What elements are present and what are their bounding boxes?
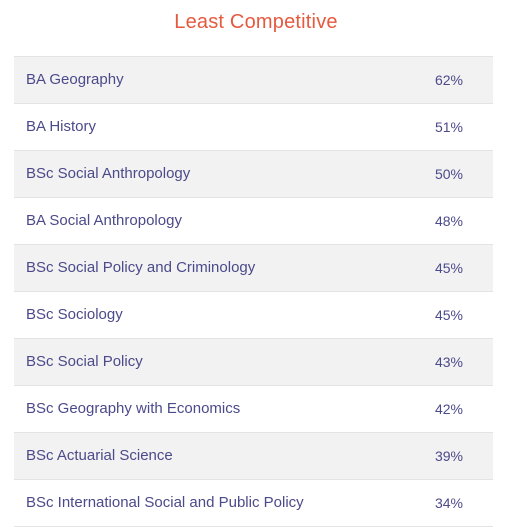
course-percent: 48% <box>434 213 463 229</box>
table-row: BSc Actuarial Science 39% <box>14 433 493 480</box>
course-percent: 45% <box>434 307 463 323</box>
course-percent: 51% <box>434 119 463 135</box>
course-percent: 62% <box>434 72 463 88</box>
course-name: BA History <box>26 118 97 135</box>
table-row: BA History 51% <box>14 104 493 151</box>
page-title: Least Competitive <box>174 11 338 33</box>
table-row: BSc International Social and Public Poli… <box>14 480 493 527</box>
table-row: BSc Social Anthropology 50% <box>14 151 493 198</box>
course-name: BSc Social Anthropology <box>26 165 191 182</box>
course-name: BSc Geography with Economics <box>26 400 241 417</box>
table-row: BSc Social Policy and Criminology 45% <box>14 245 493 292</box>
course-percent: 34% <box>434 495 463 511</box>
course-percent: 42% <box>434 401 463 417</box>
table-row: BA Social Anthropology 48% <box>14 198 493 245</box>
courses-table: BA Geography 62% BA History 51% BSc Soci… <box>14 56 493 527</box>
course-percent: 43% <box>434 354 463 370</box>
table-row: BA Geography 62% <box>14 57 493 104</box>
course-name: BSc Social Policy and Criminology <box>26 259 256 276</box>
course-name: BSc Social Policy <box>26 353 143 370</box>
course-percent: 50% <box>434 166 463 182</box>
table-row: BSc Geography with Economics 42% <box>14 386 493 433</box>
table-row: BSc Sociology 45% <box>14 292 493 339</box>
course-name: BSc Actuarial Science <box>26 447 173 464</box>
course-name: BSc International Social and Public Poli… <box>26 494 304 511</box>
course-percent: 39% <box>434 448 463 464</box>
course-name: BSc Sociology <box>26 306 123 323</box>
course-name: BA Social Anthropology <box>26 212 182 229</box>
table-row: BSc Social Policy 43% <box>14 339 493 386</box>
course-percent: 45% <box>434 260 463 276</box>
course-name: BA Geography <box>26 71 124 88</box>
